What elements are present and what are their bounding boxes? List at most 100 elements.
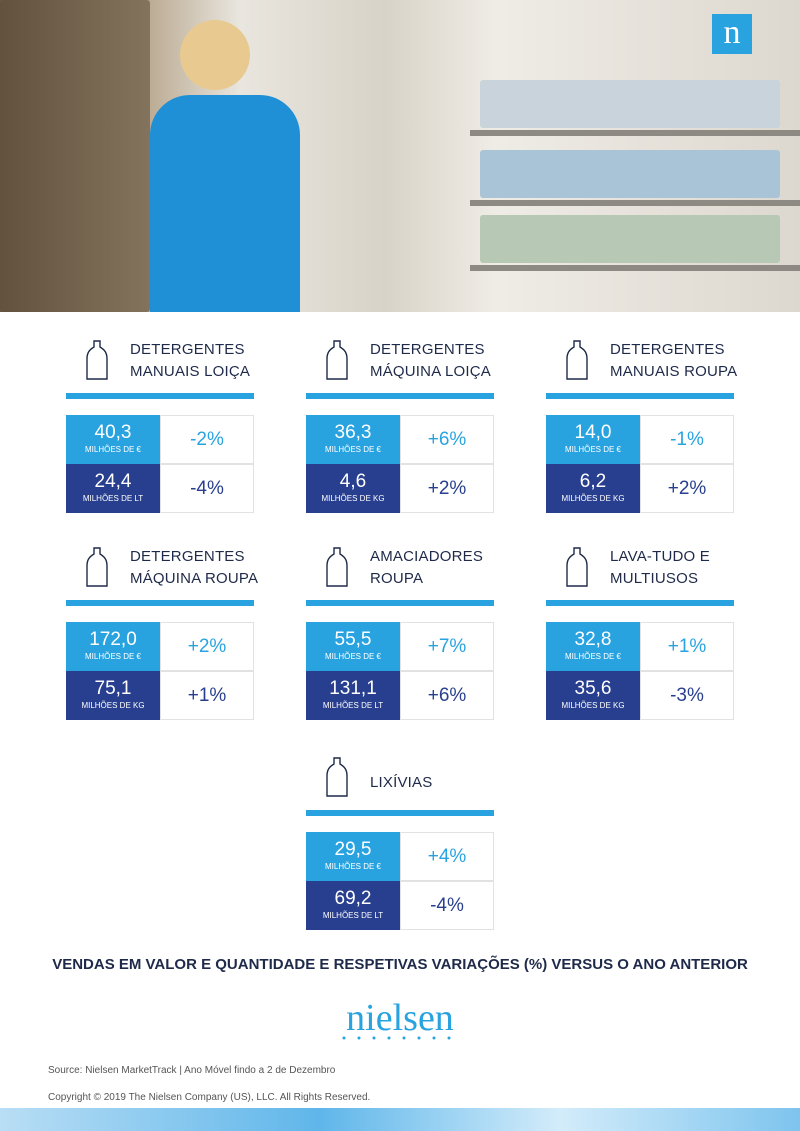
brand-logo: nielsen: [0, 996, 800, 1040]
card-title: DETERGENTES MÁQUINA LOIÇA: [370, 339, 491, 383]
value: 35,6: [574, 678, 612, 699]
value-box: 75,1 MILHÕES DE KG: [66, 671, 160, 720]
unit: MILHÕES DE LT: [322, 911, 384, 920]
footer-wave: [0, 1108, 800, 1131]
product: [480, 215, 780, 263]
value: 69,2: [334, 888, 372, 909]
unit: MILHÕES DE €: [564, 445, 621, 454]
value: 172,0: [89, 629, 137, 650]
title-line: MANUAIS LOIÇA: [130, 363, 251, 380]
bottle: [566, 547, 588, 587]
bottle: [86, 340, 108, 380]
copyright: Copyright © 2019 The Nielsen Company (US…: [48, 1092, 371, 1103]
person-head: [180, 20, 250, 90]
value: 4,6: [339, 471, 367, 492]
card-title: LIXÍVIAS: [370, 772, 432, 794]
unit: MILHÕES DE €: [324, 652, 381, 661]
title-line: DETERGENTES: [370, 341, 485, 358]
card-title: LAVA-TUDO E MULTIUSOS: [610, 546, 710, 590]
value-box: 4,6 MILHÕES DE KG: [306, 464, 400, 513]
brand-text: nielsen: [346, 997, 454, 1039]
title-line: MANUAIS ROUPA: [610, 363, 738, 380]
value-box: 32,8 MILHÕES DE €: [546, 622, 640, 671]
value-box: 172,0 MILHÕES DE €: [66, 622, 160, 671]
product-icon: [326, 757, 348, 797]
value: 40,3: [94, 422, 132, 443]
logo-box: n: [712, 14, 752, 54]
change: -2%: [160, 415, 254, 464]
change: +7%: [400, 622, 494, 671]
value: 14,0: [574, 422, 612, 443]
change: +6%: [400, 671, 494, 720]
value-box: 35,6 MILHÕES DE KG: [546, 671, 640, 720]
title-line: LAVA-TUDO E: [610, 548, 710, 565]
unit: MILHÕES DE €: [324, 862, 381, 871]
shelf: [470, 130, 800, 136]
value-box: 24,4 MILHÕES DE LT: [66, 464, 160, 513]
value: 55,5: [334, 629, 372, 650]
shelf: [470, 200, 800, 206]
change: -1%: [640, 415, 734, 464]
product-icon: [326, 340, 348, 380]
unit: MILHÕES DE LT: [82, 494, 144, 503]
value-box: 40,3 MILHÕES DE €: [66, 415, 160, 464]
change: +6%: [400, 415, 494, 464]
bottle: [86, 547, 108, 587]
change: +2%: [160, 622, 254, 671]
unit: MILHÕES DE KG: [321, 494, 385, 503]
bottle: [326, 757, 348, 797]
title-line: MÁQUINA ROUPA: [130, 570, 259, 587]
value: 6,2: [579, 471, 607, 492]
accent-bar: [66, 600, 254, 606]
unit: MILHÕES DE €: [324, 445, 381, 454]
title-line: LIXÍVIAS: [370, 774, 433, 791]
value: 75,1: [94, 678, 132, 699]
accent-bar: [306, 393, 494, 399]
card-title: DETERGENTES MANUAIS LOIÇA: [130, 339, 250, 383]
shelf-left: [0, 0, 150, 312]
product: [480, 150, 780, 198]
product-icon: [86, 547, 108, 587]
value-box: 131,1 MILHÕES DE LT: [306, 671, 400, 720]
brand-dots: [342, 1036, 451, 1040]
product-icon: [566, 547, 588, 587]
accent-bar: [546, 600, 734, 606]
bottle: [566, 340, 588, 380]
value: 131,1: [329, 678, 377, 699]
card-title: AMACIADORES ROUPA: [370, 546, 483, 590]
value-box: 6,2 MILHÕES DE KG: [546, 464, 640, 513]
value: 24,4: [94, 471, 132, 492]
title-line: DETERGENTES: [130, 341, 245, 358]
change: +1%: [640, 622, 734, 671]
value-box: 29,5 MILHÕES DE €: [306, 832, 400, 881]
product-icon: [326, 547, 348, 587]
title-line: DETERGENTES: [610, 341, 725, 358]
change: +2%: [640, 464, 734, 513]
change: -4%: [400, 881, 494, 930]
change: +4%: [400, 832, 494, 881]
unit: MILHÕES DE €: [84, 652, 141, 661]
title-line: MULTIUSOS: [610, 570, 699, 587]
card-title: DETERGENTES MANUAIS ROUPA: [610, 339, 737, 383]
value: 29,5: [334, 839, 372, 860]
unit: MILHÕES DE €: [564, 652, 621, 661]
product: [480, 80, 780, 128]
card-title: DETERGENTES MÁQUINA ROUPA: [130, 546, 258, 590]
shelf: [470, 265, 800, 271]
accent-bar: [306, 600, 494, 606]
dots: [342, 1036, 451, 1040]
value-box: 36,3 MILHÕES DE €: [306, 415, 400, 464]
accent-bar: [546, 393, 734, 399]
unit: MILHÕES DE LT: [322, 701, 384, 710]
person-body: [150, 95, 300, 312]
change: -4%: [160, 464, 254, 513]
product-icon: [86, 340, 108, 380]
value: 32,8: [574, 629, 612, 650]
value-box: 55,5 MILHÕES DE €: [306, 622, 400, 671]
title-line: MÁQUINA LOIÇA: [370, 363, 491, 380]
title-line: DETERGENTES: [130, 548, 245, 565]
accent-bar: [306, 810, 494, 816]
unit: MILHÕES DE KG: [561, 701, 625, 710]
unit: MILHÕES DE €: [84, 445, 141, 454]
